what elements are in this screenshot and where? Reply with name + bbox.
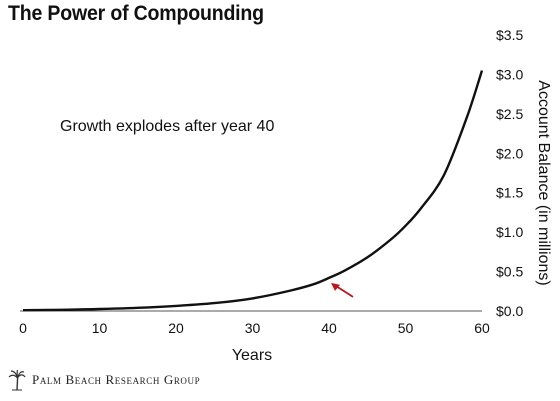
x-tick-label: 10 — [92, 320, 108, 336]
x-tick-label: 50 — [398, 320, 414, 336]
y-axis-label: Account Balance (in millions) — [535, 80, 552, 285]
y-tick-label: $2.0 — [496, 145, 523, 161]
x-tick-label: 40 — [321, 320, 337, 336]
x-tick-label: 30 — [245, 320, 261, 336]
annotation-text: Growth explodes after year 40 — [60, 118, 274, 135]
x-tick-label: 20 — [168, 320, 184, 336]
x-tick-label: 0 — [19, 320, 27, 336]
y-tick-label: $1.0 — [496, 224, 523, 240]
y-tick-label: $3.5 — [496, 27, 523, 43]
footer: Palm Beach Research Group — [8, 369, 200, 391]
chart-title: The Power of Compounding — [8, 2, 264, 25]
y-tick-label: $0.0 — [496, 303, 523, 319]
y-tick-label: $0.5 — [496, 264, 523, 280]
series-line — [22, 70, 484, 312]
chart: 0 10 20 30 40 50 60 $0.0 $0.5 $1.0 $1.5 $2.0 $2.5 $3.… — [19, 27, 552, 364]
brand-name: Palm Beach Research Group — [32, 372, 201, 387]
x-tick-label: 60 — [474, 320, 490, 336]
y-tick-label: $1.5 — [496, 185, 523, 201]
annotation-arrow-shaft — [334, 284, 354, 298]
y-tick-label: $3.0 — [496, 66, 523, 82]
palm-tree-icon — [8, 369, 26, 391]
x-axis-label: Years — [232, 347, 272, 364]
annotation-arrow-head — [331, 282, 340, 291]
y-tick-label: $2.5 — [496, 106, 523, 122]
